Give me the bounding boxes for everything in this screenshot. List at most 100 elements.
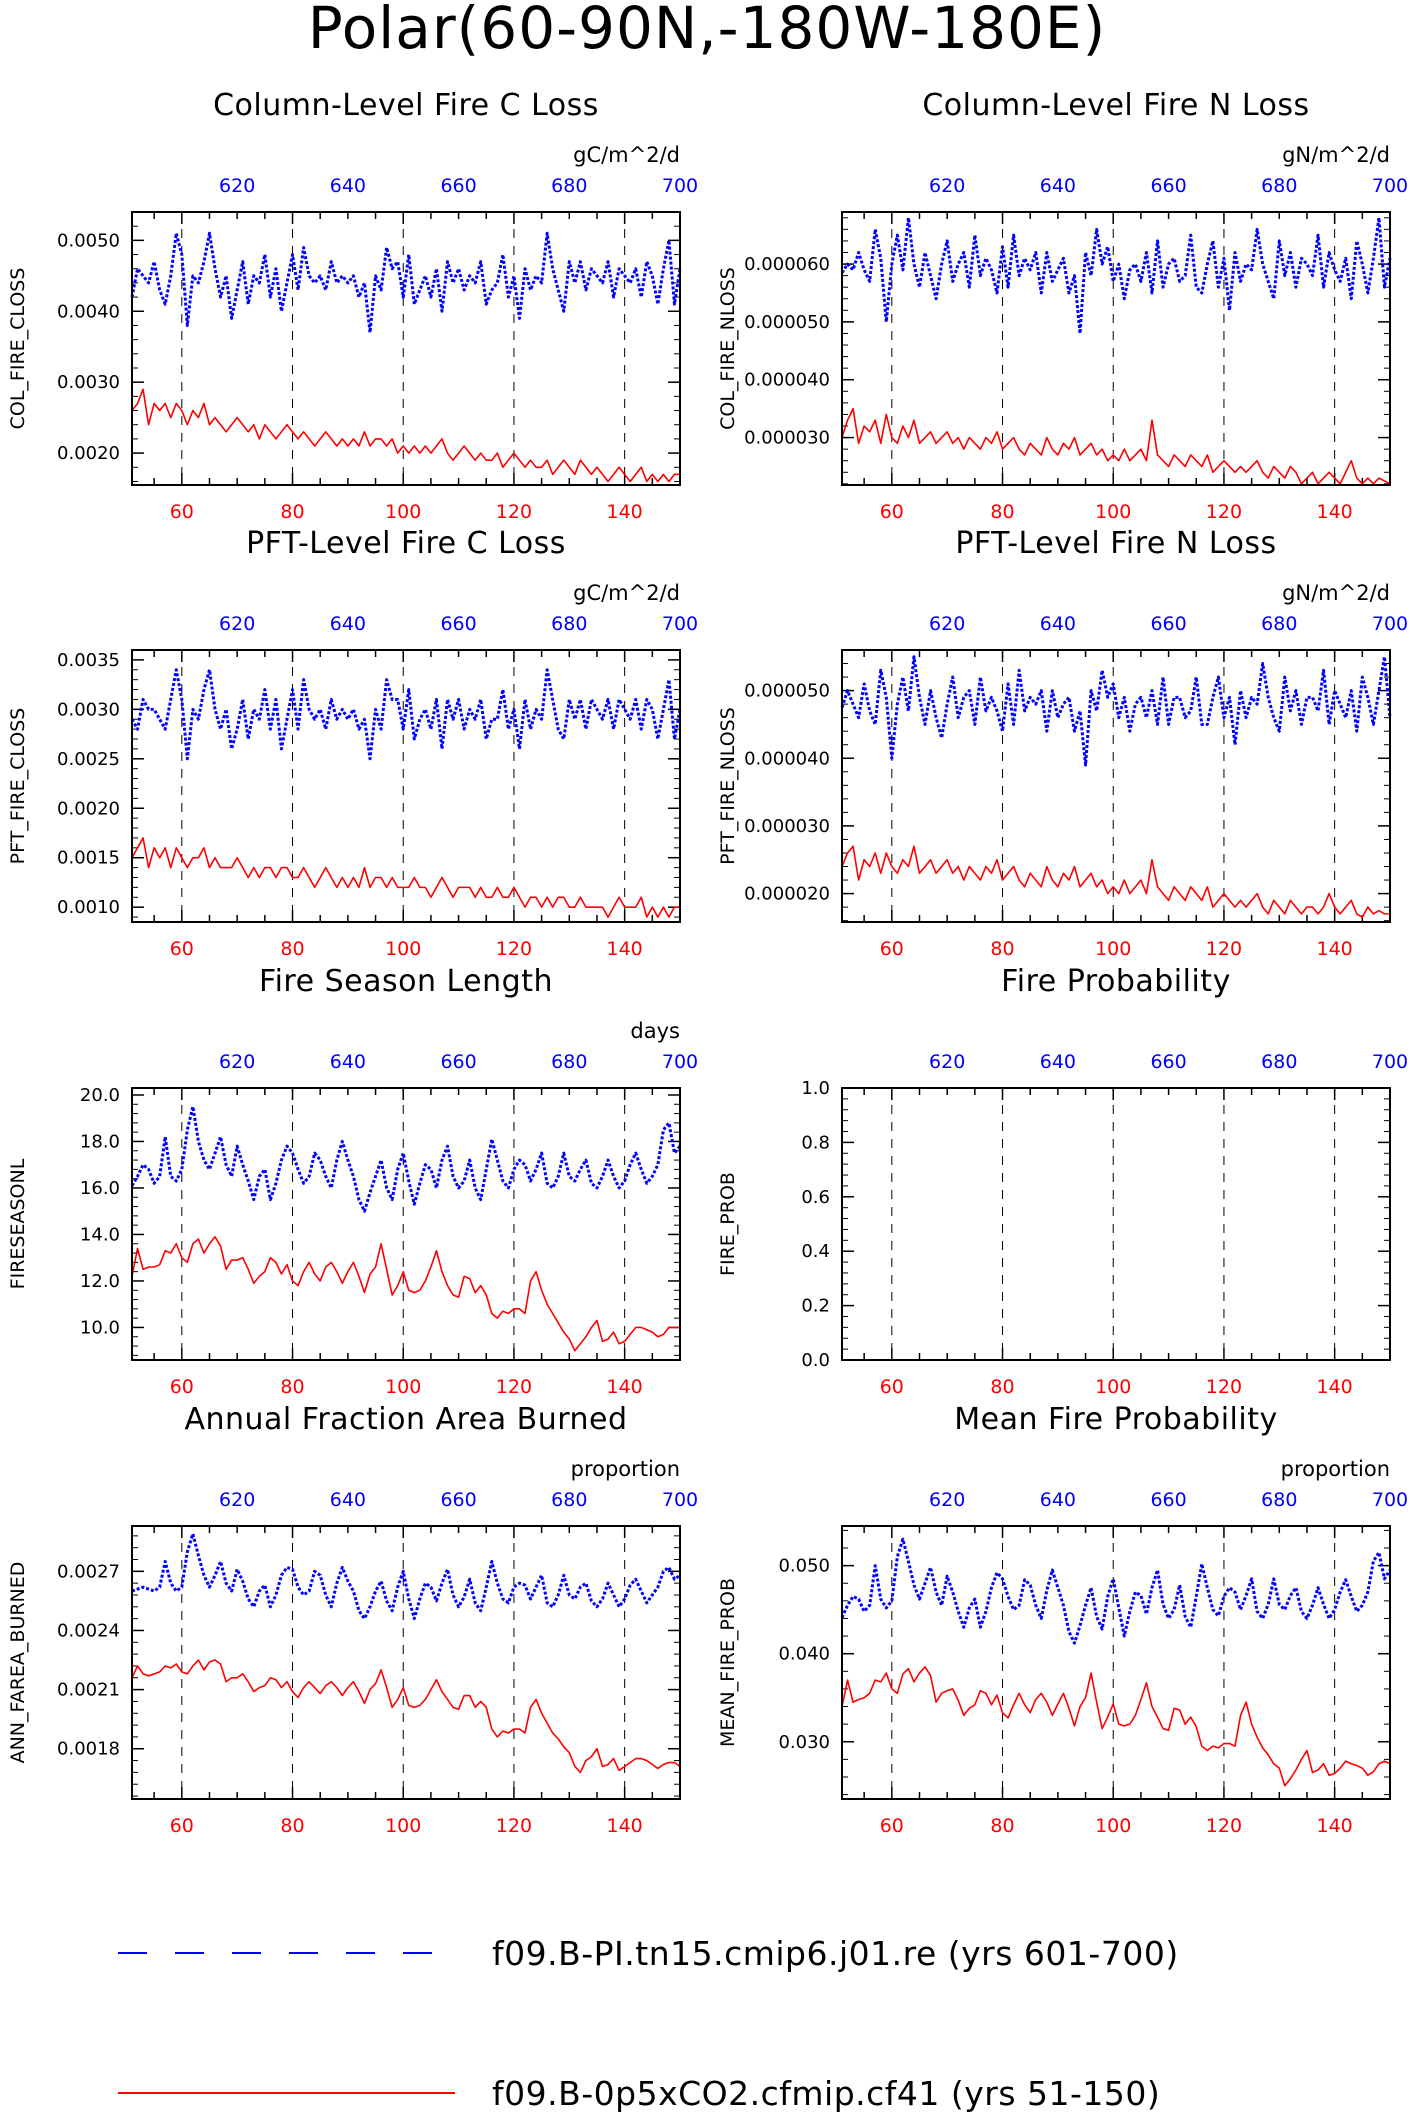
x-tick-label-top: 660 xyxy=(1150,1489,1186,1511)
x-tick-label-top: 660 xyxy=(440,1051,476,1073)
y-tick-label: 0.0027 xyxy=(57,1561,120,1582)
y-tick-label: 0.0025 xyxy=(57,749,120,770)
x-tick-label-top: 660 xyxy=(1150,175,1186,197)
x-tick-label-bottom: 100 xyxy=(385,1376,421,1398)
x-tick-label-top: 660 xyxy=(1150,613,1186,635)
x-tick-label-bottom: 60 xyxy=(170,1376,194,1398)
legend-label-control: f09.B-PI.tn15.cmip6.j01.re (yrs 601-700) xyxy=(492,1934,1179,1973)
y-tick-label: 20.0 xyxy=(80,1085,120,1106)
panel-title: Column-Level Fire N Loss xyxy=(922,88,1309,123)
x-tick-label-bottom: 60 xyxy=(170,501,194,523)
y-tick-label: 14.0 xyxy=(80,1224,120,1245)
x-tick-label-bottom: 80 xyxy=(990,1815,1014,1837)
units-label: gN/m^2/d xyxy=(1282,581,1390,605)
x-tick-label-top: 700 xyxy=(1372,175,1408,197)
series-line-control xyxy=(840,655,1392,767)
y-tick-label: 0.000040 xyxy=(744,748,830,769)
y-tick-label: 0.0021 xyxy=(57,1680,120,1701)
y-tick-label: 0.0020 xyxy=(57,443,120,464)
chart-panel: Column-Level Fire C Loss gC/m^2/d COL_FIRE… xyxy=(7,88,698,523)
x-tick-label-top: 620 xyxy=(219,613,255,635)
x-tick-label-top: 620 xyxy=(219,175,255,197)
x-tick-label-bottom: 120 xyxy=(1206,938,1242,960)
series-line-control xyxy=(131,1532,681,1621)
y-tick-label: 0.000020 xyxy=(744,884,830,905)
plot-frame xyxy=(841,649,1391,923)
x-tick-label-bottom: 80 xyxy=(990,938,1014,960)
y-tick-label: 0.2 xyxy=(801,1296,830,1317)
units-label: days xyxy=(630,1019,680,1043)
series-line-control xyxy=(130,668,682,761)
panel-title: PFT-Level Fire N Loss xyxy=(955,526,1276,561)
units-label: gN/m^2/d xyxy=(1282,143,1390,167)
y-axis-label: COL_FIRE_CLOSS xyxy=(7,268,29,430)
series-line-experiment xyxy=(841,407,1391,485)
y-tick-label: 0.0 xyxy=(801,1350,830,1371)
x-tick-label-top: 680 xyxy=(1261,1051,1297,1073)
x-tick-label-bottom: 120 xyxy=(1206,1376,1242,1398)
y-tick-label: 1.0 xyxy=(801,1078,830,1099)
x-tick-label-top: 640 xyxy=(1040,1051,1076,1073)
x-tick-label-top: 640 xyxy=(330,175,366,197)
x-tick-label-top: 620 xyxy=(929,1489,965,1511)
y-axis-label: ANN_FAREA_BURNED xyxy=(7,1562,29,1764)
x-tick-label-top: 680 xyxy=(1261,1489,1297,1511)
chart-panel: Fire Probability FIRE_PROB 60 80 100 120 140 62… xyxy=(717,964,1408,1398)
series-line-control xyxy=(840,216,1392,335)
x-tick-label-top: 660 xyxy=(440,175,476,197)
y-tick-label: 18.0 xyxy=(80,1131,120,1152)
panel-title: Column-Level Fire C Loss xyxy=(213,88,599,123)
x-tick-label-bottom: 100 xyxy=(1095,1815,1131,1837)
x-tick-label-top: 700 xyxy=(662,1051,698,1073)
units-label: proportion xyxy=(1281,1457,1390,1481)
x-tick-label-top: 640 xyxy=(330,1489,366,1511)
y-tick-label: 0.0030 xyxy=(57,699,120,720)
y-axis-label: FIRE_PROB xyxy=(717,1172,739,1276)
x-tick-label-top: 640 xyxy=(1040,1489,1076,1511)
plot-frame xyxy=(841,1525,1391,1800)
x-tick-label-bottom: 80 xyxy=(990,1376,1014,1398)
x-tick-label-top: 620 xyxy=(929,1051,965,1073)
series-line-experiment xyxy=(131,1659,681,1774)
chart-panel: Fire Season Length days FIRESEASONL 60 80 100… xyxy=(7,964,698,1398)
series-line-experiment xyxy=(841,1666,1391,1787)
x-tick-label-top: 660 xyxy=(1150,1051,1186,1073)
y-axis-label: FIRESEASONL xyxy=(7,1158,29,1289)
x-tick-label-top: 660 xyxy=(440,1489,476,1511)
x-tick-label-bottom: 140 xyxy=(607,1815,643,1837)
y-tick-label: 12.0 xyxy=(80,1271,120,1292)
y-tick-label: 0.4 xyxy=(801,1241,830,1262)
x-tick-label-bottom: 140 xyxy=(607,938,643,960)
series-line-control xyxy=(130,231,682,335)
x-tick-label-bottom: 140 xyxy=(1317,1376,1353,1398)
x-tick-label-top: 680 xyxy=(551,175,587,197)
y-tick-label: 0.0024 xyxy=(57,1620,120,1641)
x-tick-label-bottom: 60 xyxy=(880,1815,904,1837)
x-tick-label-top: 680 xyxy=(1261,175,1297,197)
panel-title: Annual Fraction Area Burned xyxy=(184,1402,627,1437)
x-tick-label-bottom: 100 xyxy=(385,501,421,523)
x-tick-label-top: 660 xyxy=(440,613,476,635)
y-axis-label: PFT_FIRE_NLOSS xyxy=(717,707,739,865)
x-tick-label-top: 620 xyxy=(219,1489,255,1511)
panel-title: PFT-Level Fire C Loss xyxy=(246,526,566,561)
y-tick-label: 0.000030 xyxy=(744,816,830,837)
x-tick-label-bottom: 60 xyxy=(170,1815,194,1837)
y-axis-label: PFT_FIRE_CLOSS xyxy=(7,708,29,865)
x-tick-label-bottom: 120 xyxy=(1206,501,1242,523)
x-tick-label-top: 700 xyxy=(1372,1489,1408,1511)
x-tick-label-bottom: 60 xyxy=(880,501,904,523)
y-tick-label: 0.000040 xyxy=(744,370,830,391)
series-line-control xyxy=(840,1537,1392,1645)
y-tick-label: 0.0020 xyxy=(57,798,120,819)
plot-frame xyxy=(131,211,681,486)
y-tick-label: 0.0010 xyxy=(57,897,120,918)
y-tick-label: 16.0 xyxy=(80,1178,120,1199)
x-tick-label-top: 620 xyxy=(929,613,965,635)
x-tick-label-top: 700 xyxy=(662,1489,698,1511)
y-tick-label: 0.0030 xyxy=(57,372,120,393)
x-tick-label-top: 640 xyxy=(1040,175,1076,197)
